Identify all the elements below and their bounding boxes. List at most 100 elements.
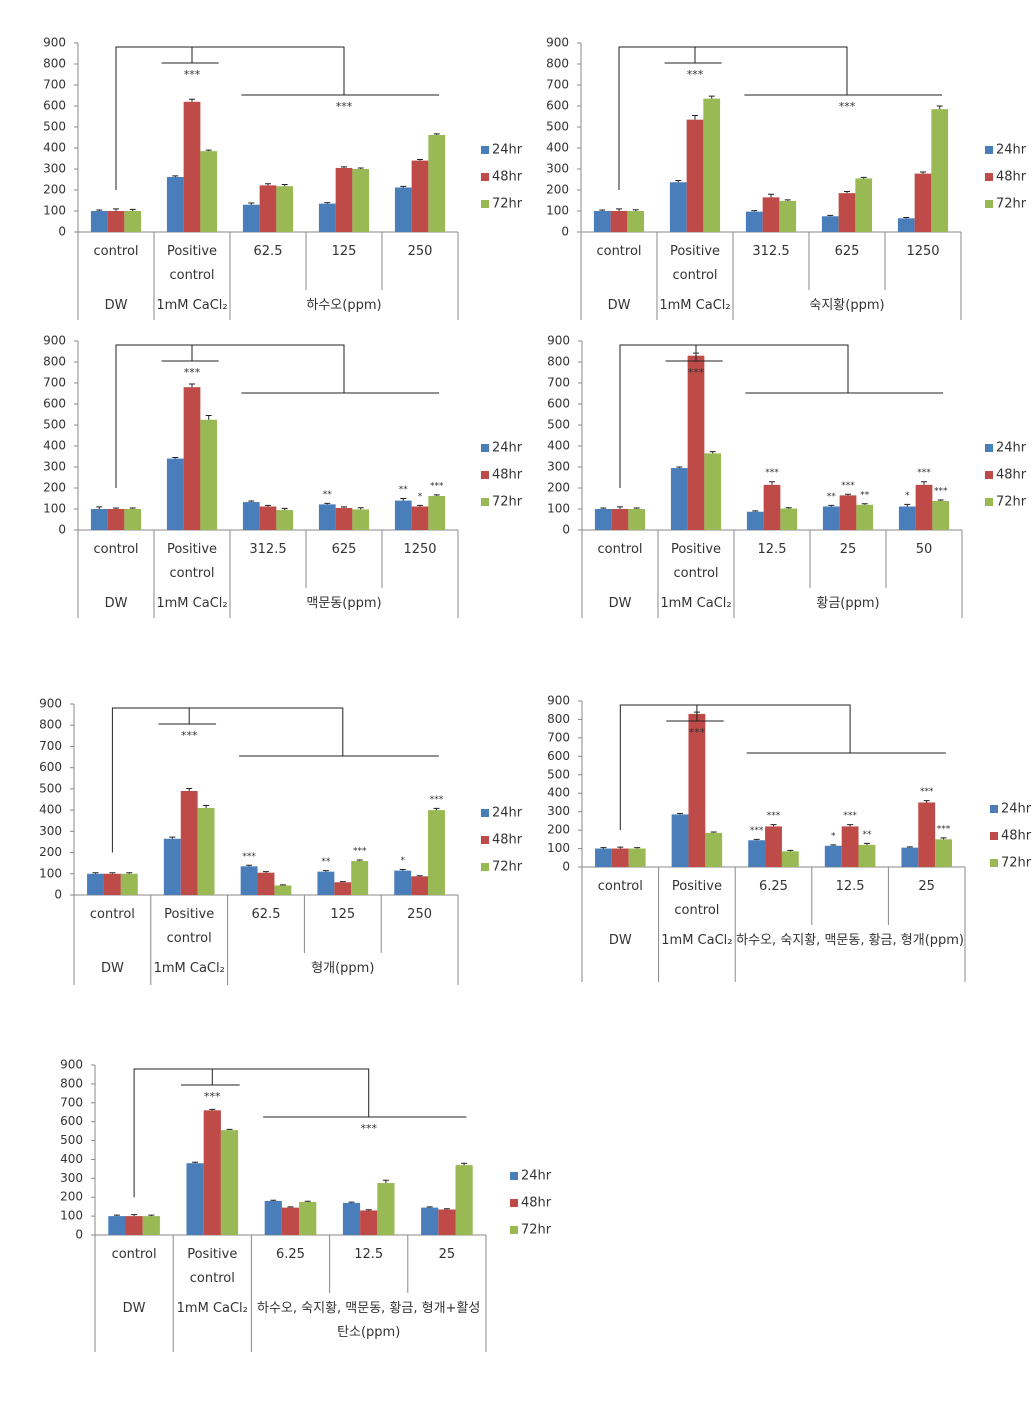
y-tick-label: 100	[43, 204, 66, 218]
bar	[107, 211, 125, 232]
bar	[335, 167, 353, 232]
error-bar	[246, 864, 253, 867]
bracket	[619, 344, 943, 488]
bar	[779, 200, 797, 232]
bar	[411, 160, 429, 232]
error-bar	[205, 415, 212, 420]
group-label: DW	[122, 1301, 146, 1316]
bar	[411, 506, 429, 530]
legend-swatch	[985, 146, 993, 154]
bar	[824, 845, 842, 867]
category-label: control	[597, 879, 643, 894]
legend-label: 24hr	[996, 143, 1027, 158]
error-bar	[172, 457, 179, 459]
bar	[352, 509, 370, 530]
error-bar	[845, 493, 851, 496]
y-tick-label: 400	[39, 803, 62, 817]
bar	[918, 802, 936, 867]
error-bar	[599, 209, 606, 211]
bracket-label: ***	[181, 729, 198, 742]
error-bar	[847, 824, 854, 827]
bar	[394, 187, 412, 232]
error-bar	[248, 500, 255, 503]
y-tick-label: 700	[547, 730, 570, 744]
bar	[299, 1201, 317, 1235]
category-label: 50	[915, 542, 933, 557]
category-label: 25	[918, 879, 935, 894]
bar	[610, 211, 628, 232]
legend-label: 72hr	[492, 860, 523, 875]
y-tick-label: 800	[43, 57, 66, 71]
bar	[627, 211, 645, 232]
error-bar	[861, 503, 868, 505]
significance-label: ***	[934, 486, 948, 496]
bar	[166, 176, 184, 232]
bar	[107, 509, 125, 530]
significance-label: ***	[843, 811, 857, 821]
error-bar	[400, 498, 407, 501]
bar	[90, 509, 108, 530]
category-label: 625	[834, 244, 860, 259]
y-tick-label: 900	[43, 36, 66, 50]
error-bar	[920, 171, 926, 174]
bar	[856, 504, 874, 530]
error-bar	[226, 1128, 233, 1131]
y-tick-label: 200	[547, 823, 570, 837]
bar	[593, 211, 611, 232]
y-tick-label: 900	[547, 694, 570, 708]
error-bar	[109, 872, 116, 874]
legend-label: 48hr	[521, 1196, 552, 1211]
group-label: 1mM CaCl₂	[661, 933, 733, 948]
bar	[183, 101, 201, 232]
group-label: 숙지황(ppm)	[809, 298, 885, 313]
error-bar	[461, 1162, 468, 1166]
category-label: 25	[839, 542, 857, 557]
bar	[125, 1216, 143, 1235]
bar	[120, 873, 138, 895]
category-label: 250	[407, 907, 432, 922]
error-bar	[129, 507, 136, 509]
bar	[264, 1201, 282, 1235]
error-bar	[751, 210, 758, 212]
category-label: control	[111, 1247, 157, 1262]
group-label: 맥문동(ppm)	[306, 596, 382, 611]
error-bar	[287, 1206, 294, 1208]
legend-label: 48hr	[1001, 829, 1032, 844]
bar	[281, 1207, 300, 1235]
legend-label: 48hr	[996, 468, 1027, 483]
error-bar	[186, 787, 193, 792]
bar	[124, 211, 142, 232]
significance-label: ***	[920, 787, 934, 797]
error-bar	[113, 208, 119, 211]
error-bar	[270, 1199, 277, 1201]
error-bar	[400, 185, 407, 188]
category-label: control	[596, 244, 642, 259]
legend-label: 24hr	[492, 143, 523, 158]
group-label: DW	[104, 596, 128, 611]
legend-label: 72hr	[492, 495, 523, 510]
error-bar	[356, 859, 363, 862]
y-tick-label: 0	[562, 523, 570, 537]
bar	[274, 885, 292, 895]
y-tick-label: 500	[39, 781, 62, 795]
error-bar	[263, 871, 269, 873]
bar	[90, 211, 108, 232]
bar	[914, 173, 932, 232]
bar	[455, 1165, 473, 1235]
bracket-label: ***	[336, 100, 353, 113]
y-tick-label: 100	[547, 841, 570, 855]
y-tick-label: 800	[39, 718, 62, 732]
y-tick-label: 600	[547, 397, 570, 411]
bar	[163, 838, 181, 895]
error-bar	[324, 502, 331, 505]
y-tick-label: 500	[43, 418, 66, 432]
error-bar	[752, 510, 759, 512]
error-bar	[710, 831, 717, 833]
legend-swatch	[481, 863, 489, 871]
group-label: DW	[104, 298, 128, 313]
error-bar	[600, 507, 607, 509]
y-tick-label: 800	[60, 1076, 83, 1090]
bar	[242, 204, 260, 232]
bar	[915, 484, 933, 530]
